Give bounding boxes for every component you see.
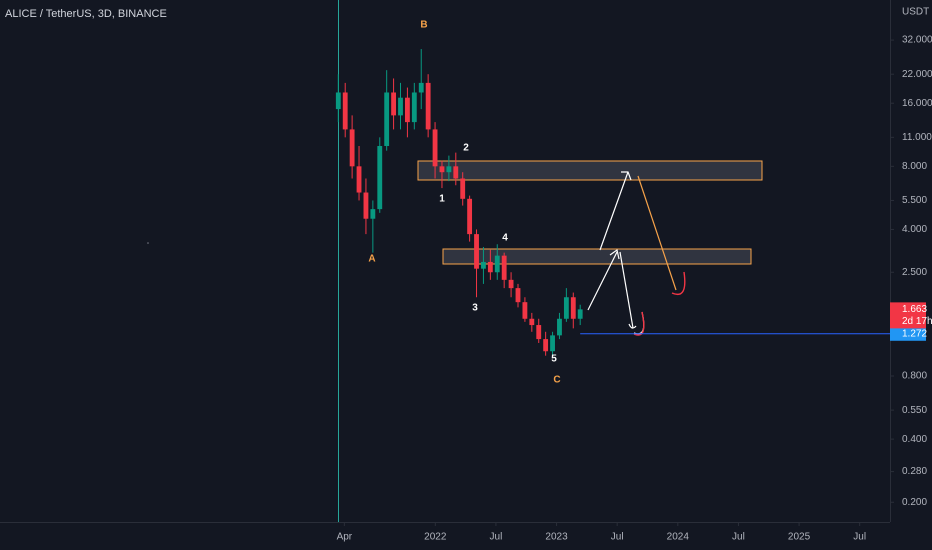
candle-body	[432, 129, 438, 167]
x-tick-label: Jul	[490, 532, 503, 543]
zone-upper	[417, 160, 763, 181]
y-tick-label: 22.000	[902, 69, 932, 80]
x-tick-label: Jul	[732, 532, 745, 543]
x-tick-label: Apr	[337, 532, 353, 543]
y-tick-label: 2.500	[902, 267, 927, 278]
candle-body	[563, 297, 569, 319]
candle-body	[522, 302, 528, 319]
candle-body	[391, 92, 397, 116]
candle-body	[501, 255, 507, 280]
candle-body	[515, 288, 521, 303]
x-tick-label: 2023	[545, 532, 568, 543]
wave-label: 1	[439, 194, 445, 205]
y-tick-label: 0.800	[902, 371, 927, 382]
candles	[335, 49, 583, 358]
candle-body	[550, 335, 555, 352]
candle-body	[460, 178, 466, 199]
candle-body	[474, 234, 479, 269]
price-level-marker	[890, 326, 926, 341]
x-tick-label: 2025	[788, 532, 811, 543]
dot	[147, 242, 149, 244]
y-tick-label: 32.000	[902, 35, 932, 46]
candle-body	[411, 92, 417, 123]
countdown-label: 2d 17h	[902, 316, 932, 327]
y-tick-label: 5.500	[902, 195, 927, 206]
candle-body	[453, 166, 459, 179]
wave-label: 2	[463, 143, 469, 154]
wave-label: 3	[472, 303, 478, 314]
y-tick-label: 16.000	[902, 98, 932, 109]
x-tick-label: 2022	[424, 532, 447, 543]
candle-body	[349, 129, 355, 167]
y-tick-label: 0.400	[902, 434, 927, 445]
wave-label: 5	[551, 354, 557, 365]
wave-label: C	[553, 375, 560, 386]
y-tick-label: 11.000	[902, 132, 932, 143]
arrow-up	[599, 171, 632, 251]
candle-body	[543, 339, 549, 352]
candle-body	[529, 318, 535, 326]
price-level-label: 1.272	[902, 328, 927, 339]
x-tick-label: Jul	[853, 532, 866, 543]
y-tick-label: 4.000	[902, 224, 927, 235]
candle-body	[335, 92, 341, 110]
candle-body	[577, 309, 583, 319]
candle-body	[342, 92, 348, 130]
candle-body	[570, 297, 576, 319]
candle-body	[370, 209, 376, 219]
x-tick-label: 2024	[667, 532, 690, 543]
candle-body	[557, 318, 562, 336]
last-price-marker	[890, 302, 926, 329]
last-price-label: 1.663	[902, 304, 927, 315]
candle-body	[494, 255, 500, 273]
y-tick-label: 0.280	[902, 466, 927, 477]
candle-body	[377, 146, 383, 210]
candle-body	[425, 82, 431, 130]
candle-body	[487, 261, 493, 273]
candle-body	[418, 82, 424, 93]
chart-title: ALICE / TetherUS, 3D, BINANCE	[5, 8, 167, 20]
curl-red	[633, 311, 645, 336]
x-tick-label: Jul	[611, 532, 624, 543]
wave-label: B	[420, 20, 427, 31]
candle-body	[446, 166, 452, 173]
arrow-up-lower	[587, 248, 620, 311]
candle-body	[536, 325, 542, 340]
candle-body	[508, 279, 514, 289]
candle-body	[404, 97, 410, 123]
candle-body	[363, 192, 369, 219]
candle-body	[398, 97, 403, 116]
y-tick-label: 0.200	[902, 497, 927, 508]
y-tick-label: 8.000	[902, 161, 927, 172]
wave-label: 4	[502, 233, 508, 244]
y-tick-label: 0.550	[902, 405, 927, 416]
y-axis-label: USDT	[902, 7, 929, 18]
wave-label: A	[368, 254, 375, 265]
candle-body	[439, 166, 445, 173]
zone-lower	[442, 248, 752, 265]
candle-body	[356, 166, 362, 193]
candle-body	[467, 198, 473, 235]
candle-body	[481, 261, 486, 269]
candle-body	[384, 92, 390, 147]
curl-red-upper	[671, 271, 686, 296]
